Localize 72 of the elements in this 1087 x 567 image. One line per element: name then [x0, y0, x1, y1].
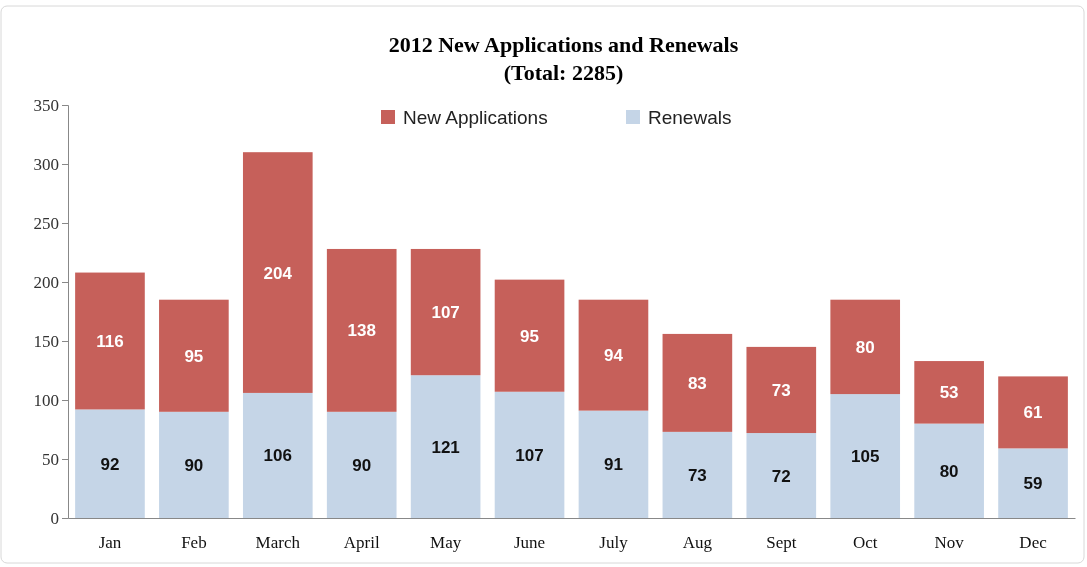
x-tick-label: March	[255, 533, 301, 553]
x-tick-label: Feb	[181, 533, 207, 553]
y-tick-label: 50	[42, 449, 59, 469]
data-label: 73	[687, 465, 707, 485]
x-tick-label: Sept	[766, 533, 797, 553]
data-label: 107	[515, 445, 544, 465]
bar	[75, 272, 145, 410]
y-tick-label: 150	[33, 331, 59, 351]
y-tick-label: 300	[33, 154, 59, 174]
y-tick-label: 250	[33, 213, 59, 233]
x-tick-label: July	[599, 533, 629, 553]
bar	[662, 431, 733, 518]
x-tick-label: May	[430, 533, 462, 553]
data-label: 204	[263, 263, 293, 283]
data-label: 94	[604, 346, 624, 366]
bar	[494, 279, 565, 392]
data-label: 107	[431, 303, 460, 323]
bar	[578, 410, 649, 518]
bar	[326, 411, 397, 518]
bar	[998, 376, 1068, 449]
bar	[830, 394, 901, 518]
bar	[75, 409, 145, 518]
data-label: 116	[96, 332, 124, 351]
chart-title: 2012 New Applications and Renewals	[388, 32, 739, 57]
bar	[914, 361, 984, 424]
bar	[746, 346, 817, 434]
y-tick-label: 350	[33, 95, 59, 115]
y-tick-label: 100	[33, 390, 59, 410]
bar	[914, 423, 984, 518]
data-label: 61	[1023, 403, 1043, 423]
bar	[242, 152, 313, 393]
bar	[830, 299, 901, 395]
data-label: 80	[939, 461, 959, 481]
bar	[159, 411, 229, 518]
bar	[998, 448, 1068, 518]
data-label: 105	[851, 447, 880, 467]
data-label: 91	[604, 455, 623, 475]
y-tick-label: 0	[50, 508, 59, 528]
data-label: 138	[347, 321, 376, 341]
x-tick-label: Oct	[852, 533, 878, 553]
data-label: 53	[939, 383, 959, 403]
bar	[326, 248, 397, 412]
data-label: 106	[263, 446, 292, 466]
x-tick-label: April	[343, 533, 380, 553]
data-label: 83	[687, 373, 707, 393]
bar	[662, 333, 733, 432]
bar	[242, 392, 313, 518]
x-tick-label: Nov	[934, 533, 965, 553]
data-label: 80	[855, 337, 875, 357]
data-label: 72	[771, 466, 791, 486]
y-tick-label: 200	[33, 272, 59, 292]
x-tick-label: Aug	[682, 533, 713, 553]
bar	[159, 299, 229, 412]
x-tick-label: June	[513, 533, 546, 553]
legend-label: Renewals	[648, 107, 732, 128]
x-tick-label: Jan	[98, 533, 122, 553]
bar	[746, 433, 817, 518]
data-label: 73	[771, 380, 791, 400]
data-label: 121	[431, 437, 460, 457]
bar	[578, 299, 649, 411]
data-label: 92	[100, 454, 120, 474]
data-label: 95	[520, 326, 539, 346]
bar	[410, 375, 481, 518]
data-label: 95	[184, 346, 204, 366]
data-label: 59	[1023, 474, 1043, 494]
bar	[494, 391, 565, 518]
data-label: 90	[352, 455, 372, 475]
data-label: 90	[184, 455, 204, 475]
chart-subtitle: (Total: 2285)	[503, 60, 624, 85]
x-tick-label: Dec	[1019, 533, 1048, 553]
bar	[410, 248, 481, 376]
legend-label: New Applications	[403, 107, 548, 128]
